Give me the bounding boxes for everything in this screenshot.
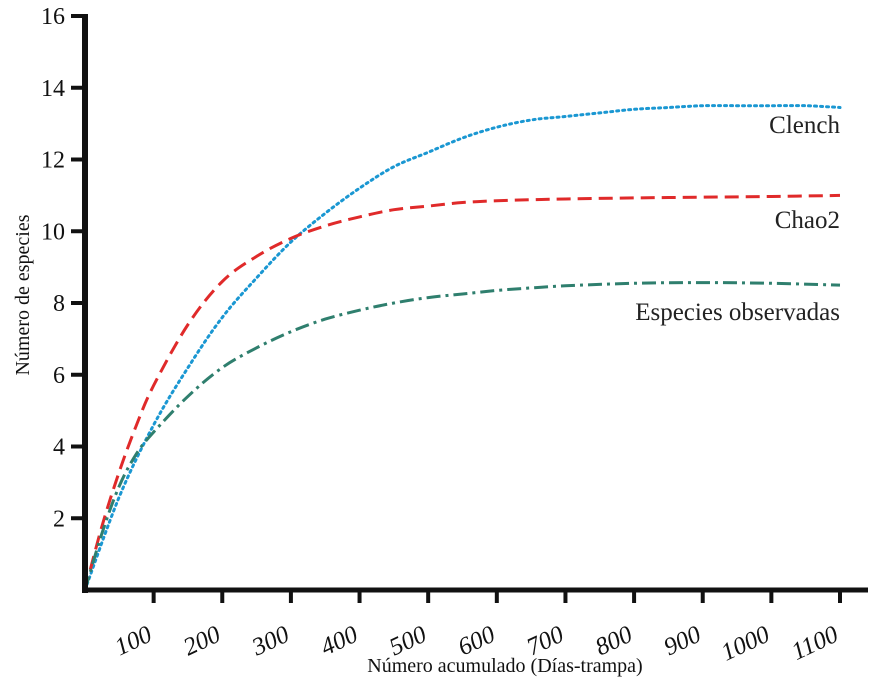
x-tick-label: 400 [317,621,363,662]
y-tick-label: 12 [41,148,65,174]
y-tick-label: 16 [41,4,65,30]
x-tick-label: 1100 [787,621,842,666]
y-axis-title: Número de especies [12,214,34,375]
x-tick-label: 900 [660,621,706,662]
x-tick-label: 200 [179,621,225,662]
series-line-chao2 [83,193,841,591]
x-tick-label: 1000 [717,621,774,667]
series-label-chao2: Chao2 [775,207,840,234]
y-tick-label: 14 [41,76,65,102]
labels: Número acumulado (Días-trampa) Número de… [12,112,840,677]
series-line-especies-observadas [83,281,841,591]
y-tick-label: 6 [53,363,65,389]
plot-area [83,104,842,592]
x-tick-label: 100 [111,621,157,662]
y-tick-label: 8 [53,291,65,317]
y-tick-label: 10 [41,219,65,245]
y-tick-label: 4 [53,435,65,461]
series-label-especies-observadas: Especies observadas [635,299,840,326]
series-line-clench [83,104,842,592]
x-tick-label: 300 [247,621,294,662]
x-axis-title: Número acumulado (Días-trampa) [367,655,642,677]
y-tick-label: 2 [53,506,65,532]
series-label-clench: Clench [769,112,840,139]
